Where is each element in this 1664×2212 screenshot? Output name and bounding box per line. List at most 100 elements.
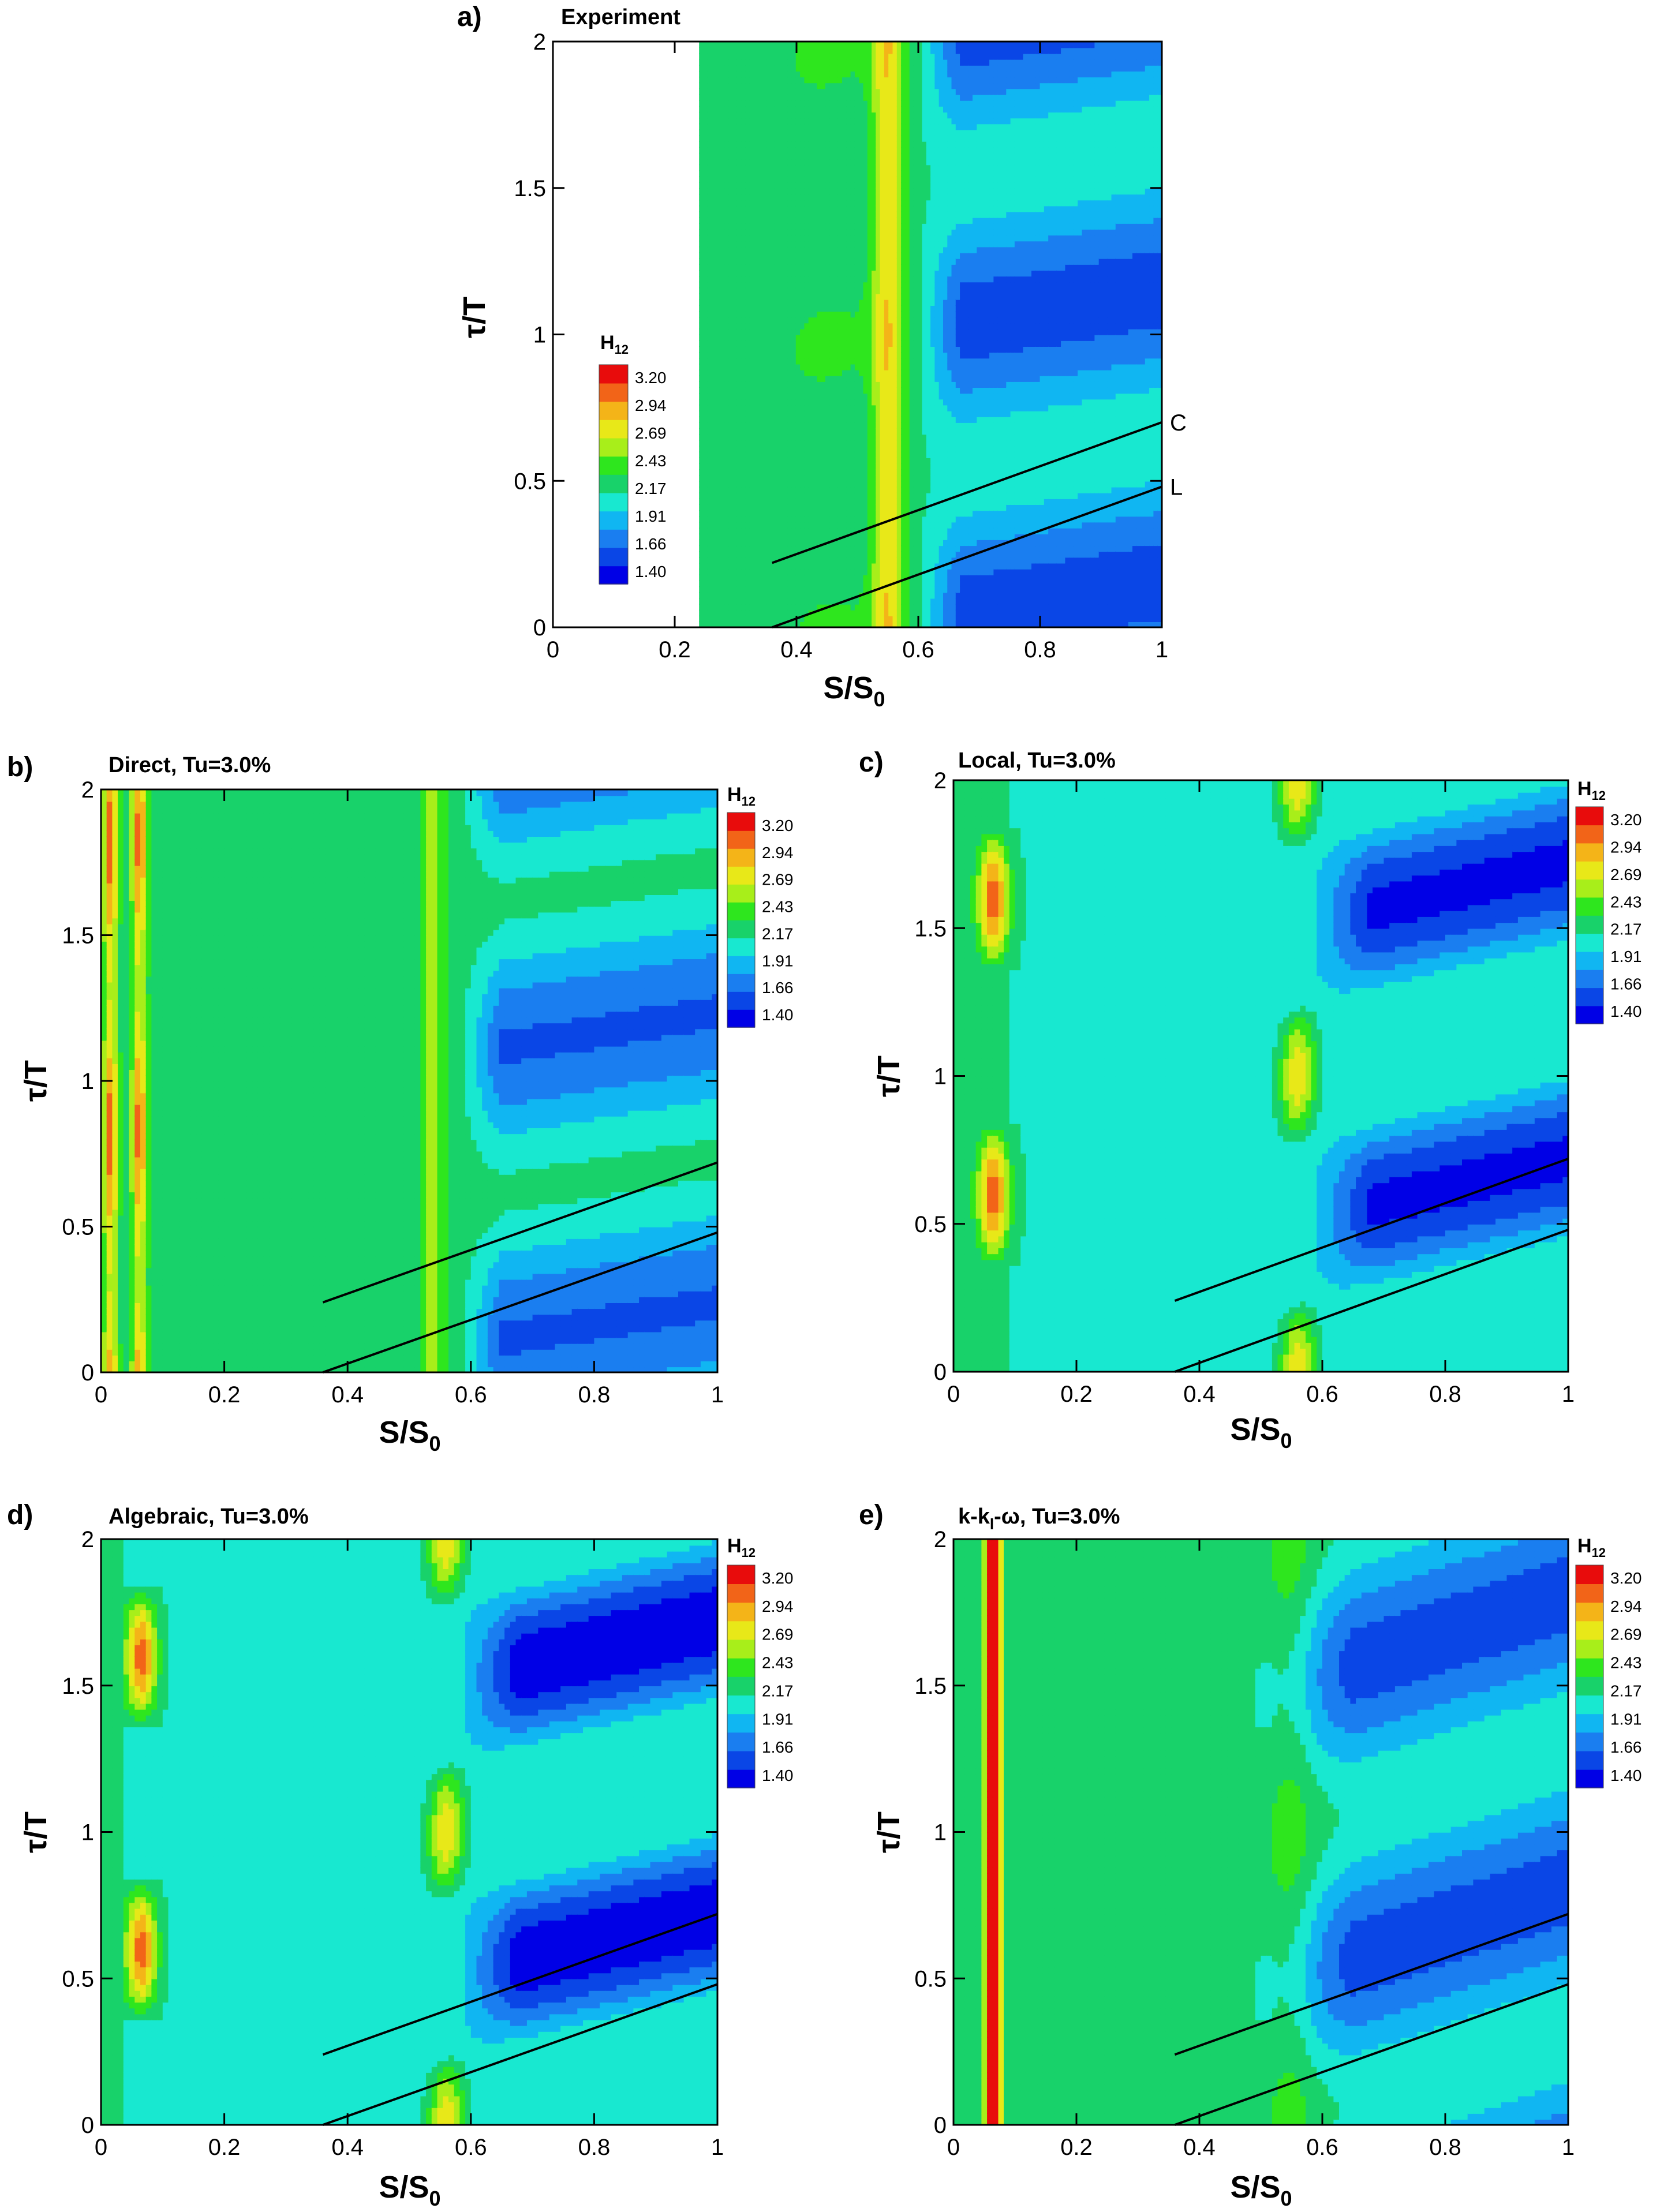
contour-cell [787,381,792,388]
contour-cell [808,334,814,341]
contour-cell [758,352,763,359]
contour-cell [854,205,860,212]
contour-cell [745,399,750,406]
contour-cell [859,176,864,183]
contour-cell [804,211,809,218]
contour-cell [837,111,843,119]
contour-cell [741,305,746,312]
contour-cell [724,375,730,382]
contour-cell [821,393,827,400]
contour-cell [724,422,730,429]
contour-cell [905,76,910,84]
contour-cell [779,129,784,136]
contour-cell [850,123,856,130]
contour-cell [837,557,843,564]
contour-cell [703,586,708,593]
contour-cell [783,193,788,201]
contour-cell [817,264,822,271]
contour-cell [825,551,831,558]
contour-cell [854,328,860,335]
contour-cell [736,580,742,587]
contour-cell [699,364,704,370]
contour-cell [846,70,851,78]
contour-cell [833,123,839,130]
contour-cell [800,205,805,212]
contour-cell [741,317,746,324]
contour-cell [842,100,847,107]
contour-cell [842,381,847,388]
contour-cell [833,486,839,493]
contour-cell [863,604,868,611]
contour-cell [762,446,767,452]
contour-cell [888,252,893,259]
contour-cell [779,217,784,224]
contour-cell [791,399,797,406]
contour-cell [745,375,750,382]
contour-cell [779,76,784,84]
contour-cell [716,323,721,330]
contour-cell [817,615,822,622]
contour-cell [732,205,738,212]
contour-cell [821,141,827,148]
contour-cell [813,457,818,464]
contour-cell [712,481,717,488]
contour-cell [736,234,742,242]
contour-cell [736,287,742,294]
contour-cell [813,200,818,207]
contour-cell [762,76,767,84]
contour-cell [859,305,864,312]
contour-cell [880,334,885,341]
contour-cell [724,533,730,540]
contour-cell [817,463,822,470]
contour-cell [720,346,726,353]
contour-cell [703,387,708,394]
contour-cell [854,264,860,271]
contour-cell [813,340,818,347]
contour-cell [707,276,713,283]
contour-cell [741,111,746,119]
contour-cell [699,615,704,622]
contour-cell [754,522,759,529]
contour-cell [724,334,730,341]
contour-cell [703,328,708,335]
contour-cell [892,246,898,253]
contour-cell [808,323,814,330]
contour-cell [703,539,708,547]
contour-cell [880,106,885,113]
contour-cell [707,387,713,394]
contour-cell [842,586,847,593]
contour-cell [821,252,827,259]
contour-cell [872,65,877,72]
contour-cell [745,586,750,593]
contour-cell [741,568,746,575]
contour-cell [829,317,835,324]
contour-cell [707,604,713,611]
contour-cell [863,580,868,587]
contour-cell [720,481,726,488]
contour-cell [888,545,893,552]
contour-cell [829,451,835,458]
contour-cell [842,615,847,622]
contour-cell [850,323,856,330]
contour-cell [732,334,738,341]
contour-cell [876,539,881,547]
contour-cell [804,42,809,48]
contour-cell [901,498,906,505]
contour-cell [712,205,717,212]
contour-cell [859,563,864,570]
contour-cell [854,258,860,265]
contour-cell [837,234,843,242]
contour-cell [884,498,889,505]
contour-cell [846,135,851,142]
contour-cell [766,498,772,505]
contour-cell [716,141,721,148]
contour-cell [846,539,851,547]
contour-cell [821,305,827,312]
contour-cell [779,252,784,259]
contour-cell [825,135,831,142]
contour-cell [854,170,860,177]
contour-cell [850,486,856,493]
contour-cell [813,346,818,353]
contour-cell [876,111,881,119]
contour-cell [884,463,889,470]
